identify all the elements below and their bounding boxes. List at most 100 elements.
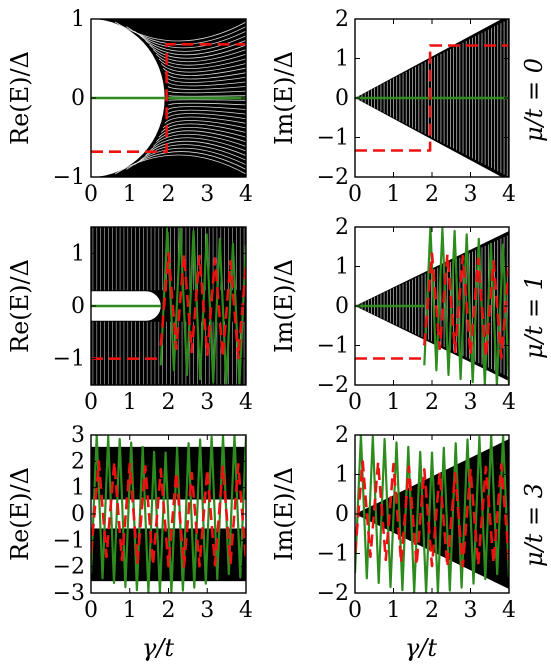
red-dashed-curve: [91, 43, 246, 153]
x-tick-label: 1: [123, 182, 137, 207]
x-tick-label: 2: [425, 390, 439, 415]
band-level-line: [145, 140, 246, 156]
x-axis-label-right: γ/t: [405, 634, 437, 662]
y-tick-label: −1: [317, 334, 349, 359]
band-level-line: [145, 40, 246, 56]
band-level-line: [166, 109, 246, 115]
x-tick-label: 0: [84, 598, 98, 623]
y-tick-label: 0: [71, 502, 85, 527]
x-tick-label: 0: [348, 598, 362, 623]
x-tick-label: 1: [387, 390, 401, 415]
band-level-line: [168, 99, 246, 101]
y-axis-label: Im(E)/Δ: [270, 467, 298, 561]
x-axis-label-left: γ/t: [142, 634, 174, 662]
band-level-line: [156, 130, 246, 143]
y-tick-label: 1: [71, 241, 85, 266]
band-level-line: [140, 35, 246, 52]
band-level-line: [149, 44, 246, 59]
y-tick-label: −3: [53, 581, 85, 606]
x-tick-label: 1: [123, 598, 137, 623]
plot-area: [91, 435, 246, 593]
band-level-line: [156, 53, 246, 66]
y-tick-label: −1: [53, 528, 85, 553]
x-tick-label: 3: [464, 182, 478, 207]
plot-area: [355, 435, 509, 593]
y-tick-label: 1: [335, 255, 349, 280]
x-tick-label: 4: [239, 182, 253, 207]
y-tick-label: 2: [71, 449, 85, 474]
plot-area: [91, 227, 246, 385]
x-tick-label: 1: [387, 598, 401, 623]
x-tick-label: 4: [239, 598, 253, 623]
x-tick-label: 3: [464, 390, 478, 415]
y-tick-label: 1: [335, 463, 349, 488]
x-tick-label: 1: [387, 182, 401, 207]
x-tick-label: 2: [425, 182, 439, 207]
y-tick-label: −2: [317, 373, 349, 398]
panel-1-0: 0 1 2 3 410−1Re(E)/Δ: [6, 226, 253, 415]
band-level-line: [140, 144, 246, 161]
band-level-line: [114, 21, 246, 42]
spectral-gap-region: [91, 19, 165, 177]
x-tick-label: 3: [200, 390, 214, 415]
y-tick-label: −2: [317, 581, 349, 606]
band-level-line: [149, 137, 246, 152]
row-label-mu-3: μ/t = 3: [520, 483, 548, 567]
band-level-line: [168, 95, 246, 97]
x-tick-label: 3: [464, 598, 478, 623]
band-level-line: [162, 120, 246, 129]
x-tick-label: 0: [84, 390, 98, 415]
x-tick-label: 4: [239, 390, 253, 415]
panel-0-0: 0 1 2 3 410−1Re(E)/Δ: [6, 7, 253, 207]
y-axis-label: Im(E)/Δ: [270, 259, 298, 353]
x-tick-label: 0: [348, 390, 362, 415]
band-level-line: [162, 67, 246, 76]
green-oscillation: [423, 227, 509, 385]
y-tick-label: −1: [317, 542, 349, 567]
red-dashed-oscillation: [91, 460, 246, 568]
y-tick-label: 2: [335, 7, 349, 32]
plot-area: [355, 19, 509, 177]
y-tick-label: 0: [335, 294, 349, 319]
red-dashed-oscillation: [423, 252, 509, 360]
x-tick-label: 0: [348, 182, 362, 207]
y-tick-label: 0: [335, 86, 349, 111]
x-tick-label: 3: [200, 182, 214, 207]
band-level-line: [165, 113, 246, 120]
band-level-line: [167, 86, 246, 90]
band-level-line: [168, 90, 246, 94]
y-axis-label: Re(E)/Δ: [6, 51, 34, 145]
y-axis-label: Im(E)/Δ: [270, 51, 298, 145]
y-tick-label: 1: [71, 476, 85, 501]
band-level-line: [158, 58, 246, 70]
x-tick-label: 2: [425, 598, 439, 623]
x-tick-label: 0: [84, 182, 98, 207]
x-tick-label: 3: [200, 598, 214, 623]
green-oscillation: [355, 435, 509, 593]
y-tick-label: −2: [317, 165, 349, 190]
y-tick-label: −2: [53, 555, 85, 580]
red-dashed-curve: [355, 44, 509, 152]
band-level-line: [165, 76, 246, 83]
x-tick-label: 4: [502, 182, 516, 207]
band-level-line: [134, 30, 246, 49]
band-level-line: [167, 106, 246, 110]
y-tick-label: −1: [53, 165, 85, 190]
band-level-line: [168, 102, 246, 106]
band-level-line: [114, 154, 246, 175]
red-dashed-oscillation: [159, 252, 246, 360]
y-tick-label: 1: [71, 7, 85, 32]
y-tick-label: 3: [71, 423, 85, 448]
band-level-line: [158, 126, 246, 138]
plot-area: [355, 227, 509, 385]
band-level-line: [152, 133, 246, 147]
y-tick-label: −1: [317, 126, 349, 151]
y-tick-label: 2: [335, 423, 349, 448]
x-tick-label: 4: [502, 598, 516, 623]
band-level-line: [164, 116, 246, 124]
band-level-line: [134, 147, 246, 166]
